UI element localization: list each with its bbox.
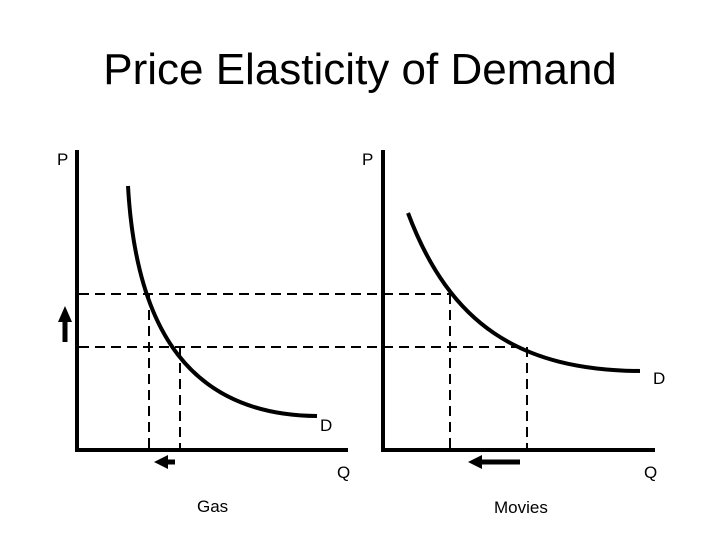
left-graph-caption: Gas	[197, 497, 229, 516]
left-demand-label: D	[320, 416, 333, 435]
left-demand-curve	[126, 185, 318, 418]
right-graph-caption: Movies	[494, 498, 548, 517]
right-y-axis-label: P	[362, 150, 374, 169]
right-demand-label: D	[653, 369, 666, 388]
right-x-axis-label: Q	[644, 463, 658, 482]
gas-quantity-decrease-arrow	[154, 455, 175, 469]
price-increase-arrow	[58, 306, 72, 342]
left-y-axis-label: P	[57, 150, 69, 169]
left-x-axis-label: Q	[337, 463, 351, 482]
right-demand-curve	[406, 212, 641, 373]
movies-quantity-decrease-arrow	[468, 455, 520, 469]
page-title: Price Elasticity of Demand	[103, 45, 617, 94]
